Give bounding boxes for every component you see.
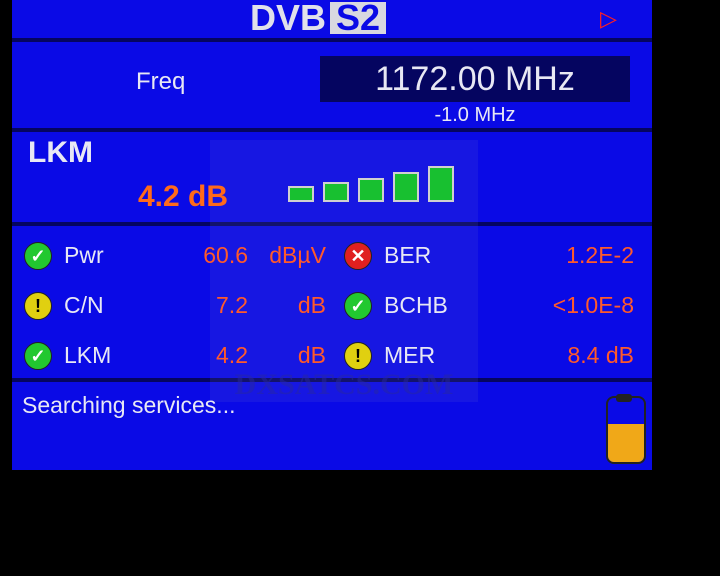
- label: BER: [384, 242, 432, 268]
- analyzer-panel: DXSATCS.COM DVB S2 ▷ Freq 1172.00 MHz -1.…: [12, 0, 652, 470]
- measurement-pwr: ✓ Pwr 60.6 dBµV: [12, 240, 332, 272]
- unit: dBµV: [269, 242, 326, 268]
- value: 60.6: [203, 242, 248, 268]
- measurement-cn: ! C/N 7.2 dB: [12, 290, 332, 322]
- unit: dB: [297, 292, 326, 318]
- measurement-lkm: ✓ LKM 4.2 dB: [12, 340, 332, 372]
- value: 4.2: [216, 342, 248, 368]
- divider: [12, 38, 652, 42]
- signal-bar-2: [323, 182, 349, 202]
- measurement-bchb: ✓ BCHB <1.0E-8: [342, 290, 634, 322]
- battery-level: [608, 423, 644, 462]
- check-icon: ✓: [24, 242, 52, 270]
- label: MER: [384, 342, 436, 368]
- measurement-mer: ! MER 8.4 dB: [342, 340, 634, 372]
- freq-offset: -1.0 MHz: [434, 104, 516, 126]
- divider: [12, 128, 652, 132]
- signal-bar-1: [288, 186, 314, 202]
- lkm-title: LKM: [28, 136, 93, 169]
- check-icon: ✓: [24, 342, 52, 370]
- dvb-s2-logo: DVB S2: [250, 0, 387, 38]
- play-icon: ▷: [600, 6, 617, 31]
- value: 7.2: [216, 292, 248, 318]
- signal-bar-3: [358, 178, 384, 202]
- battery-icon: [606, 396, 646, 464]
- warning-icon: !: [24, 292, 52, 320]
- divider: [12, 222, 652, 226]
- value: 1.2E-2: [566, 242, 634, 268]
- error-icon: ✕: [344, 242, 372, 270]
- warning-icon: !: [344, 342, 372, 370]
- freq-label: Freq: [136, 68, 186, 95]
- divider: [12, 378, 652, 382]
- label: BCHB: [384, 292, 448, 318]
- label: Pwr: [64, 242, 104, 268]
- check-icon: ✓: [344, 292, 372, 320]
- unit: dB: [297, 342, 326, 368]
- status-text: Searching services...: [22, 392, 236, 418]
- signal-bar-5: [428, 166, 454, 202]
- signal-bar-4: [393, 172, 419, 202]
- label: C/N: [64, 292, 104, 318]
- lkm-value: 4.2 dB: [138, 180, 229, 213]
- battery-cap: [616, 394, 632, 402]
- value: <1.0E-8: [552, 292, 634, 318]
- measurement-ber: ✕ BER 1.2E-2: [342, 240, 634, 272]
- value: 8.4 dB: [567, 342, 635, 368]
- label: LKM: [64, 342, 112, 368]
- freq-value[interactable]: 1172.00 MHz: [320, 56, 630, 102]
